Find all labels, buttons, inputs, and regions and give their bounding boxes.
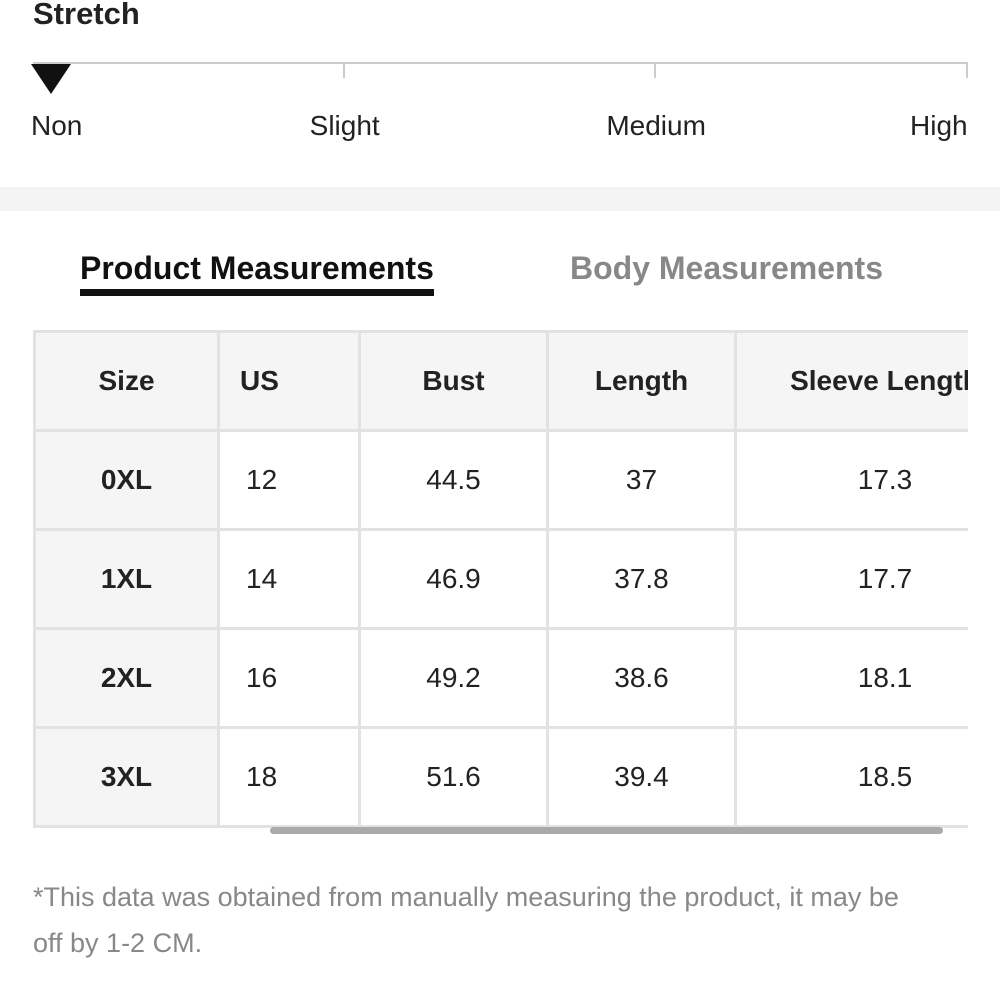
stretch-title: Stretch [33, 0, 140, 31]
cell: 37.8 [546, 528, 737, 630]
cell: 17.3 [734, 429, 968, 531]
stretch-level: Non [31, 110, 83, 141]
stretch-tick [966, 62, 968, 78]
header-cell: Sleeve Length [734, 330, 968, 432]
cell: 17.7 [734, 528, 968, 630]
size-cell: 2XL [33, 627, 220, 729]
cell: 18.5 [734, 726, 968, 828]
tab[interactable]: Body Measurements [570, 250, 883, 286]
header-cell: Length [546, 330, 737, 432]
stretch-level: Slight [309, 110, 380, 141]
row: 2XL 16 49.2 38.6 18.1 [33, 627, 968, 729]
cell: 14 [217, 528, 361, 630]
stretch-tick [342, 62, 345, 78]
measure-table: Size US Bust Length Sleeve Length 0XL 12 44.5 37… [33, 330, 968, 828]
cell: 51.6 [358, 726, 549, 828]
stretch-tick [654, 62, 657, 78]
size-cell: 1XL [33, 528, 220, 630]
cell: 39.4 [546, 726, 737, 828]
cell: 18.1 [734, 627, 968, 729]
cell: 38.6 [546, 627, 737, 729]
stretch-marker [31, 64, 71, 94]
divider-band [0, 187, 1000, 211]
stretch-level: Medium [606, 110, 706, 141]
row: 3XL 18 51.6 39.4 18.5 [33, 726, 968, 828]
note: *This data was obtained from manually me… [33, 882, 899, 958]
cell: 18 [217, 726, 361, 828]
cell: 46.9 [358, 528, 549, 630]
cell: 37 [546, 429, 737, 531]
scrollbar [270, 827, 943, 834]
cell: 49.2 [358, 627, 549, 729]
header-row: Size US Bust Length Sleeve Length [33, 330, 968, 432]
stretch-track [33, 62, 968, 64]
size-cell: 0XL [33, 429, 220, 531]
table-scroller: Size US Bust Length Sleeve Length 0XL 12 44.5 37… [33, 330, 968, 842]
stretch-level: High [910, 110, 968, 141]
cell: 44.5 [358, 429, 549, 531]
cell: 16 [217, 627, 361, 729]
cell: 12 [217, 429, 361, 531]
header-cell: Size [33, 330, 220, 432]
row: 1XL 14 46.9 37.8 17.7 [33, 528, 968, 630]
row: 0XL 12 44.5 37 17.3 [33, 429, 968, 531]
header-cell: Bust [358, 330, 549, 432]
tab[interactable]: Product Measurements [80, 250, 434, 296]
header-cell: US [217, 330, 361, 432]
size-cell: 3XL [33, 726, 220, 828]
